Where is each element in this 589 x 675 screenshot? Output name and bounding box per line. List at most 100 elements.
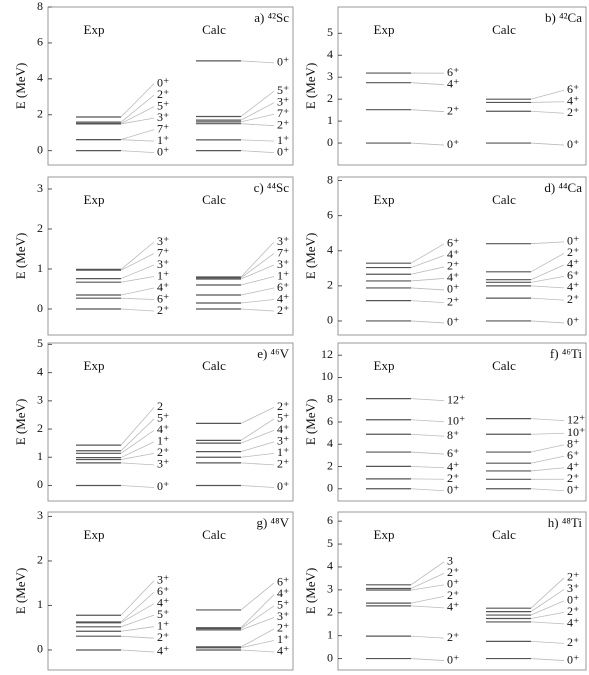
y-tick-label: 1: [37, 449, 43, 463]
connector: [530, 467, 565, 472]
connector: [410, 573, 445, 589]
spin-label: 3⁺: [277, 94, 289, 108]
spin-label: 0⁺: [157, 75, 169, 89]
connector: [240, 462, 275, 466]
spin-label: 0⁺: [447, 483, 459, 497]
connector: [120, 139, 155, 142]
spin-label: 5⁺: [157, 607, 169, 621]
spin-label: 6⁺: [157, 584, 169, 598]
column-header: Exp: [84, 192, 105, 207]
spin-label: 7⁺: [157, 121, 169, 135]
connector: [120, 603, 155, 624]
spin-label: 0⁺: [567, 483, 579, 497]
spin-label: 3⁺: [277, 234, 289, 248]
connector: [240, 605, 275, 629]
connector: [240, 123, 275, 127]
y-axis-label: E (MeV): [303, 233, 318, 280]
y-tick-label: 4: [37, 71, 43, 85]
connector: [410, 605, 445, 609]
spin-label: 2⁺: [447, 103, 459, 117]
column-header: Calc: [202, 192, 226, 207]
connector: [240, 308, 275, 312]
column-header: Calc: [202, 358, 226, 373]
spin-label: 1⁺: [157, 268, 169, 282]
spin-label: 4⁺: [447, 247, 459, 261]
connector: [240, 430, 275, 444]
connector: [240, 441, 275, 453]
spin-label: 6⁺: [567, 268, 579, 282]
connector: [410, 584, 445, 591]
connector: [120, 580, 155, 616]
spin-label: 4⁺: [277, 291, 289, 305]
connector: [410, 561, 445, 586]
y-tick-label: 3: [37, 508, 43, 522]
y-tick-label: 8: [327, 172, 333, 186]
spin-label: 0⁺: [567, 137, 579, 151]
panel-frame: [47, 176, 294, 336]
y-tick-label: 2: [327, 278, 333, 292]
panel-title: d) ⁴⁴Ca: [544, 180, 582, 195]
y-tick-label: 4: [37, 364, 43, 378]
connector: [530, 488, 565, 492]
spin-label: 3⁺: [157, 257, 169, 271]
spin-label: 6⁺: [447, 446, 459, 460]
y-tick-label: 12: [321, 347, 333, 361]
connector: [240, 640, 275, 649]
y-tick-label: 8: [327, 391, 333, 405]
spin-label: 4⁺: [277, 644, 289, 658]
spin-label: 1⁺: [157, 618, 169, 632]
connector: [120, 407, 155, 446]
column-header: Calc: [202, 527, 226, 542]
connector: [240, 253, 275, 279]
connector: [530, 640, 565, 644]
connector: [120, 635, 155, 639]
y-axis-label: E (MeV): [13, 63, 28, 110]
y-axis-label: E (MeV): [13, 233, 28, 280]
connector: [530, 89, 565, 100]
connector: [530, 241, 565, 245]
spin-label: 2⁺: [447, 630, 459, 644]
spin-label: 0⁺: [157, 144, 169, 158]
column-header: Exp: [84, 22, 105, 37]
connector: [530, 285, 565, 289]
connector: [410, 320, 445, 324]
connector: [530, 577, 565, 609]
spin-label: 1⁺: [277, 268, 289, 282]
y-tick-label: 1: [327, 113, 333, 127]
spin-label: 4⁺: [157, 644, 169, 658]
spin-label: 7⁺: [277, 245, 289, 259]
spin-label: 1⁺: [277, 632, 289, 646]
y-tick-label: 3: [37, 393, 43, 407]
y-tick-label: 2: [37, 553, 43, 567]
y-tick-label: 2: [37, 221, 43, 235]
spin-label: 3⁺: [277, 609, 289, 623]
y-tick-label: 5: [327, 536, 333, 550]
y-tick-label: 5: [327, 25, 333, 39]
connector: [530, 101, 565, 103]
spin-label: 5⁺: [157, 411, 169, 425]
panel-title: a) ⁴²Sc: [254, 10, 289, 25]
connector: [530, 658, 565, 661]
connector: [240, 628, 275, 648]
column-header: Calc: [492, 22, 516, 37]
connector: [240, 264, 275, 280]
panel-frame: [47, 6, 294, 166]
y-tick-label: 0: [37, 301, 43, 315]
connector: [410, 142, 445, 146]
spin-label: 0⁺: [157, 479, 169, 493]
column-header: Exp: [84, 358, 105, 373]
spin-label: 3⁺: [157, 457, 169, 471]
y-tick-label: 6: [327, 207, 333, 221]
connector: [530, 444, 565, 453]
y-tick-label: 3: [327, 69, 333, 83]
connector: [240, 485, 275, 488]
y-axis-label: E (MeV): [303, 568, 318, 615]
spin-label: 1⁺: [277, 133, 289, 147]
connector: [120, 418, 155, 452]
spin-label: 0⁺: [447, 137, 459, 151]
spin-label: 4⁺: [277, 422, 289, 436]
y-tick-label: 10: [321, 369, 333, 383]
spin-label: 1⁺: [157, 434, 169, 448]
